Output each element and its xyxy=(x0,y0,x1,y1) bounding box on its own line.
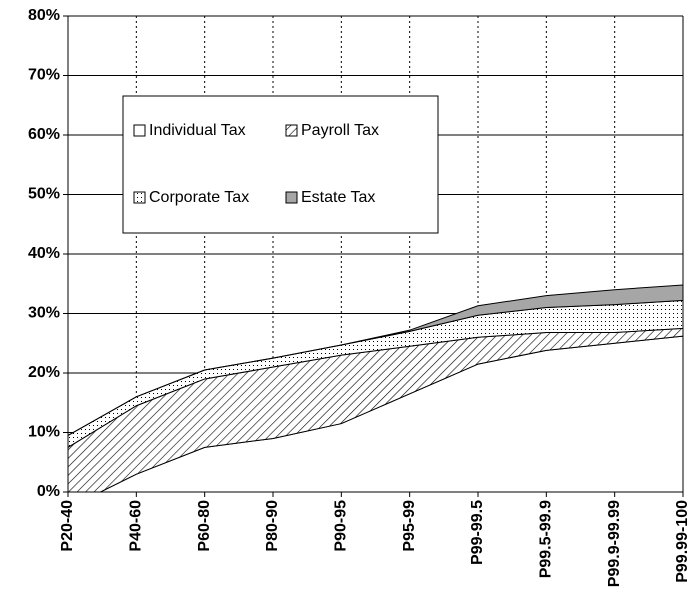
legend: Individual Tax Payroll Tax Corporate Tax Es… xyxy=(122,95,439,234)
x-tick-label: P95-99 xyxy=(401,500,418,552)
legend-label: Estate Tax xyxy=(301,189,375,206)
legend-label: Payroll Tax xyxy=(301,122,379,139)
legend-swatch xyxy=(133,191,146,204)
y-tick-label: 60% xyxy=(28,126,60,143)
legend-box xyxy=(122,95,439,234)
x-tick-label: P99.9-99.99 xyxy=(606,500,623,587)
y-tick-label: 70% xyxy=(28,67,60,84)
x-tick-label: P40-60 xyxy=(128,500,145,552)
area xyxy=(68,284,683,436)
x-tick-label: P99.99-100 xyxy=(674,500,691,583)
x-tick-label: P60-80 xyxy=(196,500,213,552)
plot-areas xyxy=(68,284,683,492)
y-tick-label: 0% xyxy=(37,483,60,500)
y-tick-label: 20% xyxy=(28,364,60,381)
y-tick-label: 80% xyxy=(28,7,60,24)
legend-swatch xyxy=(285,191,298,204)
legend-label: Corporate Tax xyxy=(149,189,249,206)
legend-label: Individual Tax xyxy=(149,122,246,139)
x-tick-label: P90-95 xyxy=(333,500,350,552)
y-tick-label: 10% xyxy=(28,424,60,441)
x-tick-label: P99.5-99.9 xyxy=(538,500,555,578)
legend-swatch xyxy=(133,124,146,137)
legend-swatch xyxy=(285,124,298,137)
y-tick-label: 50% xyxy=(28,186,60,203)
y-tick-label: 40% xyxy=(28,245,60,262)
x-tick-label: P80-90 xyxy=(264,500,281,552)
y-tick-label: 30% xyxy=(28,305,60,322)
x-tick-label: P20-40 xyxy=(59,500,76,552)
x-tick-label: P99-99.5 xyxy=(469,500,486,565)
